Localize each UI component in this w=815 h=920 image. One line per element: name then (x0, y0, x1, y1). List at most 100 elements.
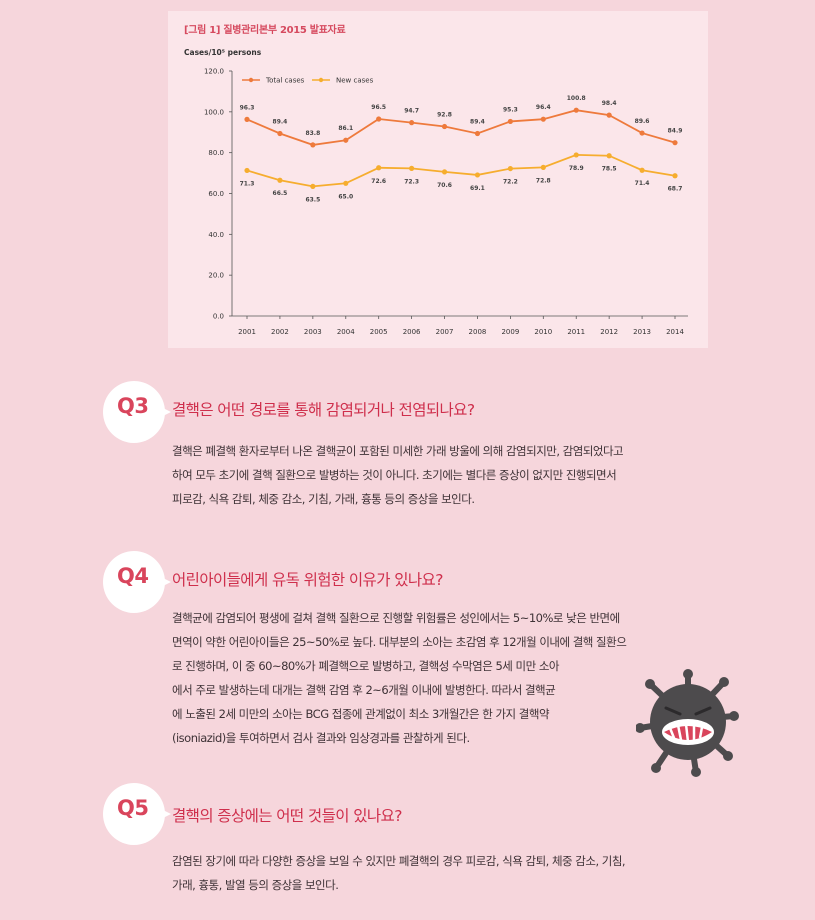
data-point (573, 152, 579, 158)
data-point (409, 165, 415, 171)
data-label: 68.7 (668, 186, 683, 193)
data-point (441, 123, 448, 130)
q4-line: (isoniazid)을 투여하면서 검사 결과와 임상경과를 관찰하게 된다. (172, 731, 470, 745)
data-label: 100.8 (567, 95, 586, 102)
data-label: 65.0 (338, 193, 353, 200)
q5-badge: Q5 (103, 783, 171, 845)
x-tick-label: 2001 (238, 328, 256, 336)
data-point (639, 130, 645, 136)
data-point (277, 130, 283, 137)
q3-badge: Q3 (103, 381, 171, 443)
data-point (606, 112, 612, 118)
data-label: 78.9 (569, 165, 584, 172)
x-tick-label: 2009 (501, 328, 519, 336)
data-point (606, 153, 612, 159)
data-point (244, 116, 250, 122)
data-point (441, 169, 448, 175)
data-point (540, 116, 546, 122)
legend-marker (318, 77, 324, 83)
legend-marker (248, 77, 254, 83)
q4-label: Q4 (117, 564, 149, 588)
x-tick-label: 2004 (337, 328, 355, 336)
data-label: 72.2 (503, 179, 518, 186)
data-label: 89.4 (273, 118, 288, 125)
x-tick-label: 2010 (534, 328, 552, 336)
series-line (246, 154, 676, 188)
x-tick-label: 2014 (666, 328, 684, 336)
data-point (672, 140, 678, 146)
data-label: 69.1 (470, 185, 485, 192)
x-tick-label: 2002 (271, 328, 289, 336)
x-tick-label: 2005 (370, 328, 388, 336)
data-label: 86.1 (338, 125, 353, 132)
y-tick-label: 60.0 (208, 190, 224, 198)
data-point (573, 107, 579, 113)
data-label: 95.3 (503, 106, 518, 113)
germ-illustration (636, 669, 739, 777)
data-point (474, 130, 481, 137)
data-point (310, 183, 316, 189)
q3-line: 하여 모두 초기에 결핵 질환으로 발병하는 것이 아니다. 초기에는 별다른 … (172, 468, 617, 482)
legend-label: New cases (336, 77, 374, 85)
q5-body: 감염된 장기에 따라 다양한 증상을 보일 수 있지만 폐결핵의 경우 피로감,… (172, 849, 712, 897)
series-line (246, 109, 676, 146)
data-label: 92.8 (437, 112, 452, 119)
data-label: 84.9 (668, 128, 683, 135)
x-tick-label: 2006 (403, 328, 421, 336)
q5-line: 가래, 흉통, 발열 등의 증상을 보인다. (172, 878, 339, 892)
data-point (244, 167, 250, 174)
data-label: 71.3 (240, 180, 255, 187)
data-label: 89.4 (470, 118, 485, 125)
data-point (376, 116, 382, 122)
q4-badge: Q4 (103, 551, 171, 613)
data-point (639, 167, 645, 173)
y-tick-label: 100.0 (204, 108, 224, 116)
data-point (409, 120, 415, 126)
data-point (310, 142, 316, 148)
q3-title: 결핵은 어떤 경로를 통해 감염되거나 전염되나요? (172, 401, 475, 419)
data-label: 70.6 (437, 182, 452, 189)
data-label: 96.4 (536, 104, 551, 111)
data-label: 89.6 (635, 118, 650, 125)
data-label: 72.8 (536, 177, 551, 184)
data-label: 71.4 (635, 180, 650, 187)
data-point (507, 165, 513, 172)
data-label: 66.5 (273, 190, 288, 197)
figure-caption: [그림 1] 질병관리본부 2015 발표자료 (184, 25, 346, 36)
data-point (277, 177, 283, 183)
data-point (343, 180, 349, 186)
data-point (507, 118, 513, 125)
line-chart: Cases/10⁵ persons 0.0 20.0 40.0 60.0 80.0 100.… (184, 48, 688, 336)
q3-label: Q3 (117, 394, 149, 418)
data-label: 78.5 (602, 166, 617, 173)
q5-title: 결핵의 증상에는 어떤 것들이 있나요? (172, 807, 402, 825)
q4-line: 면역이 약한 어린아이들은 25~50%로 높다. 대부분의 소아는 초감염 후… (172, 635, 627, 649)
x-tick-label: 2008 (469, 328, 487, 336)
data-point (672, 173, 678, 179)
y-tick-label: 40.0 (208, 231, 224, 239)
y-axis-label: Cases/10⁵ persons (184, 48, 262, 57)
y-tick-label: 120.0 (204, 68, 224, 76)
x-tick-label: 2003 (304, 328, 322, 336)
q3-line: 결핵은 폐결핵 환자로부터 나온 결핵균이 포함된 미세한 가래 방울에 의해 … (172, 444, 624, 458)
data-label: 98.4 (602, 100, 617, 107)
x-tick-label: 2012 (600, 328, 618, 336)
q5-label: Q5 (117, 796, 149, 820)
x-tick-label: 2011 (567, 328, 585, 336)
q4-line: 로 진행하며, 이 중 60~80%가 폐결핵으로 발병하고, 결핵성 수막염은… (172, 659, 560, 673)
data-label: 96.3 (240, 104, 255, 111)
q4-title: 어린아이들에게 유독 위험한 이유가 있나요? (172, 571, 443, 589)
y-tick-label: 20.0 (208, 272, 224, 280)
data-label: 94.7 (404, 108, 419, 115)
q4-line: 에서 주로 발생하는데 대개는 결핵 감염 후 2~6개월 이내에 발병한다. … (172, 683, 556, 697)
q3-line: 피로감, 식욕 감퇴, 체중 감소, 기침, 가래, 흉통 등의 증상을 보인다… (172, 492, 475, 506)
chart-panel: [그림 1] 질병관리본부 2015 발표자료 Cases/10⁵ person… (168, 11, 708, 348)
q3-body: 결핵은 폐결핵 환자로부터 나온 결핵균이 포함된 미세한 가래 방울에 의해 … (172, 439, 712, 511)
q4-line: 결핵균에 감염되어 평생에 걸쳐 결핵 질환으로 진행할 위험률은 성인에서는 … (172, 611, 620, 625)
data-label: 96.5 (371, 104, 386, 111)
q5-line: 감염된 장기에 따라 다양한 증상을 보일 수 있지만 폐결핵의 경우 피로감,… (172, 854, 626, 868)
data-label: 83.8 (305, 130, 320, 137)
data-label: 72.6 (371, 178, 386, 185)
legend-label: Total cases (265, 77, 305, 85)
data-point (540, 164, 546, 170)
